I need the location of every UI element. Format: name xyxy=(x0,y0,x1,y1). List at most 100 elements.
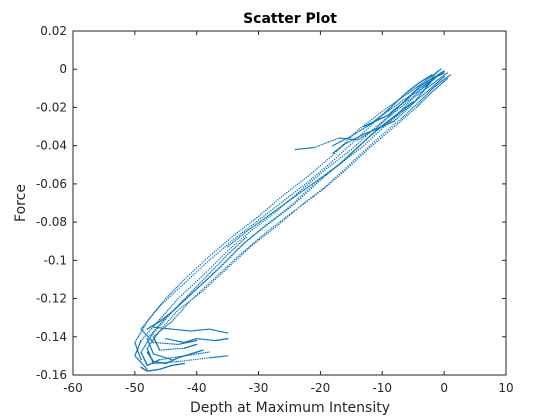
data-point xyxy=(205,286,208,289)
data-point xyxy=(279,197,281,200)
data-point xyxy=(311,179,314,182)
data-point xyxy=(139,356,141,358)
data-point xyxy=(331,168,334,171)
data-point xyxy=(151,351,154,353)
data-point xyxy=(336,159,338,162)
data-point xyxy=(376,140,378,143)
data-point xyxy=(308,182,310,185)
data-point xyxy=(313,194,315,197)
data-point xyxy=(138,359,140,362)
data-point xyxy=(137,335,140,338)
data-point xyxy=(409,109,411,112)
data-point xyxy=(165,357,168,359)
data-point xyxy=(409,98,411,100)
data-point xyxy=(211,282,213,284)
data-point xyxy=(424,92,426,95)
data-point xyxy=(135,356,137,358)
data-point xyxy=(306,189,308,192)
data-point xyxy=(291,187,293,190)
data-point xyxy=(345,138,347,140)
data-point xyxy=(418,103,421,105)
data-point xyxy=(192,274,194,276)
data-point xyxy=(167,328,169,330)
data-point xyxy=(318,144,321,147)
x-tick-label: 10 xyxy=(498,381,513,395)
data-point xyxy=(433,86,435,89)
y-tick-label: 0 xyxy=(59,62,67,76)
data-point xyxy=(414,100,416,103)
data-point xyxy=(196,294,199,296)
data-point xyxy=(150,336,152,338)
data-point xyxy=(272,212,275,215)
data-point xyxy=(267,232,269,234)
data-point xyxy=(312,185,315,188)
data-point xyxy=(156,362,158,364)
data-point xyxy=(319,177,322,179)
data-point xyxy=(184,303,186,306)
data-point xyxy=(410,110,413,113)
data-point xyxy=(381,136,383,138)
data-point xyxy=(184,329,186,332)
data-point xyxy=(413,91,415,93)
data-point xyxy=(213,356,216,358)
data-point xyxy=(305,187,307,190)
data-point xyxy=(307,181,309,183)
data-point xyxy=(182,280,184,282)
data-point xyxy=(423,96,425,99)
data-point xyxy=(407,99,410,102)
data-point xyxy=(305,176,307,179)
data-point xyxy=(198,278,201,280)
data-point xyxy=(164,312,166,315)
data-point xyxy=(389,127,391,129)
data-point xyxy=(416,97,419,99)
data-point xyxy=(147,341,150,343)
data-point xyxy=(379,137,382,140)
data-point xyxy=(242,239,245,241)
data-point xyxy=(341,155,344,158)
data-point xyxy=(367,137,369,139)
data-point xyxy=(392,111,395,114)
data-point xyxy=(271,219,273,222)
scatter-trace xyxy=(165,337,229,344)
data-point xyxy=(218,258,220,261)
data-point xyxy=(166,342,169,345)
data-point xyxy=(223,268,225,271)
data-point xyxy=(234,251,236,253)
data-point xyxy=(377,131,379,134)
data-point xyxy=(156,308,158,311)
data-point xyxy=(256,240,259,242)
data-point xyxy=(403,109,405,112)
data-point xyxy=(362,153,364,155)
data-point xyxy=(300,197,302,199)
data-point xyxy=(238,234,240,236)
scatter-trace xyxy=(146,236,247,330)
data-point xyxy=(392,127,394,129)
data-point xyxy=(255,226,257,228)
data-point xyxy=(231,236,233,238)
data-point xyxy=(360,143,362,145)
data-point xyxy=(218,250,221,253)
data-point xyxy=(202,288,204,290)
data-point xyxy=(206,339,209,341)
data-point xyxy=(439,83,442,86)
data-point xyxy=(431,91,433,93)
data-point xyxy=(163,356,165,358)
data-point xyxy=(175,343,178,345)
data-point xyxy=(203,328,205,331)
data-point xyxy=(377,137,379,140)
data-point xyxy=(442,75,444,78)
data-point xyxy=(420,98,423,101)
data-point xyxy=(359,153,361,156)
data-point xyxy=(188,273,191,276)
data-point xyxy=(228,256,231,259)
data-point xyxy=(388,130,391,132)
data-point xyxy=(152,338,155,341)
data-point xyxy=(199,338,202,340)
data-point xyxy=(167,357,169,360)
data-point xyxy=(396,117,399,120)
data-point xyxy=(314,175,316,177)
data-point xyxy=(134,343,136,345)
data-point xyxy=(386,130,388,132)
data-point xyxy=(162,314,165,316)
data-point xyxy=(364,143,367,145)
